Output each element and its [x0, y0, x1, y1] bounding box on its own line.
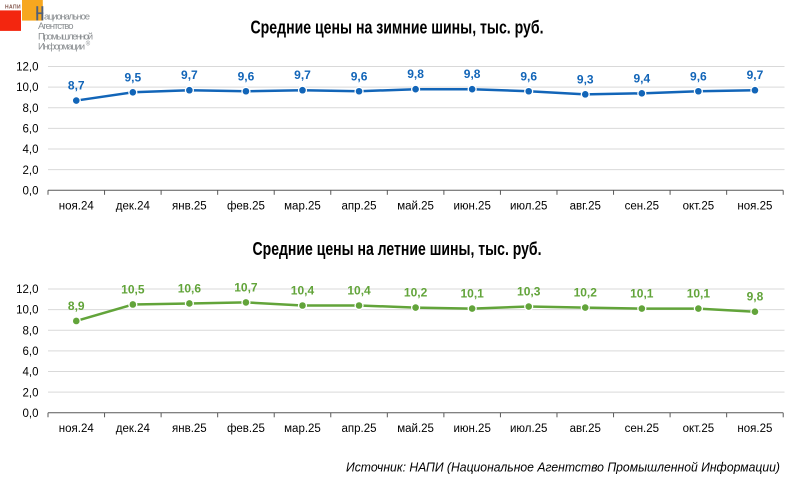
- svg-text:июн.25: июн.25: [453, 201, 490, 213]
- svg-text:дек.24: дек.24: [116, 201, 151, 213]
- svg-text:янв.25: янв.25: [172, 201, 207, 213]
- svg-text:апр.25: апр.25: [342, 201, 377, 213]
- svg-text:авг.25: авг.25: [570, 201, 601, 213]
- svg-text:10,4: 10,4: [291, 284, 315, 298]
- svg-text:9,7: 9,7: [747, 68, 764, 82]
- svg-text:6,0: 6,0: [23, 124, 39, 136]
- svg-text:9,6: 9,6: [690, 69, 707, 83]
- svg-text:Средние цены на зимние шины, т: Средние цены на зимние шины, тыс. руб.: [251, 17, 544, 37]
- svg-text:10,3: 10,3: [517, 285, 541, 299]
- svg-text:9,6: 9,6: [351, 69, 368, 83]
- svg-text:окт.25: окт.25: [683, 201, 715, 213]
- svg-text:мар.25: мар.25: [284, 201, 321, 213]
- svg-text:ациональное: ациональное: [44, 12, 90, 23]
- svg-text:9,8: 9,8: [407, 67, 424, 81]
- svg-text:9,8: 9,8: [464, 67, 481, 81]
- svg-text:Источник: НАПИ (Национальное А: Источник: НАПИ (Национальное Агентство П…: [346, 460, 780, 475]
- svg-text:май.25: май.25: [397, 201, 434, 213]
- svg-text:апр.25: апр.25: [342, 423, 377, 435]
- svg-text:окт.25: окт.25: [683, 423, 715, 435]
- svg-text:ноя.24: ноя.24: [59, 423, 95, 435]
- svg-text:10,7: 10,7: [234, 280, 258, 294]
- svg-text:ноя.25: ноя.25: [737, 423, 772, 435]
- svg-text:10,0: 10,0: [16, 305, 38, 317]
- svg-text:8,7: 8,7: [68, 79, 85, 93]
- svg-text:8,9: 8,9: [68, 299, 85, 313]
- svg-text:12,0: 12,0: [16, 62, 38, 74]
- svg-text:10,0: 10,0: [16, 82, 38, 94]
- svg-text:май.25: май.25: [397, 423, 434, 435]
- svg-text:10,1: 10,1: [630, 287, 654, 301]
- svg-text:Средние цены на летние шины, т: Средние цены на летние шины, тыс. руб.: [253, 239, 542, 259]
- svg-text:9,4: 9,4: [633, 71, 650, 85]
- svg-text:сен.25: сен.25: [625, 201, 659, 213]
- svg-text:8,0: 8,0: [23, 325, 39, 337]
- svg-text:авг.25: авг.25: [570, 423, 601, 435]
- svg-text:ноя.25: ноя.25: [737, 201, 772, 213]
- svg-text:12,0: 12,0: [16, 284, 38, 296]
- svg-text:9,8: 9,8: [747, 290, 764, 304]
- svg-text:фев.25: фев.25: [227, 201, 265, 213]
- svg-text:10,1: 10,1: [687, 287, 711, 301]
- svg-text:0,0: 0,0: [23, 408, 39, 420]
- svg-text:ноя.24: ноя.24: [59, 201, 95, 213]
- svg-text:10,1: 10,1: [460, 287, 484, 301]
- svg-text:фев.25: фев.25: [227, 423, 265, 435]
- svg-text:8,0: 8,0: [23, 103, 39, 115]
- svg-text:июл.25: июл.25: [510, 201, 548, 213]
- svg-text:10,5: 10,5: [121, 282, 145, 296]
- svg-text:июн.25: июн.25: [453, 423, 490, 435]
- svg-text:®: ®: [86, 41, 91, 48]
- svg-text:2,0: 2,0: [23, 387, 39, 399]
- svg-text:10,4: 10,4: [347, 284, 371, 298]
- svg-text:Агентство: Агентство: [38, 21, 74, 32]
- svg-text:9,3: 9,3: [577, 72, 594, 86]
- svg-text:10,2: 10,2: [574, 286, 598, 300]
- svg-text:Информации: Информации: [38, 42, 85, 53]
- svg-text:10,6: 10,6: [178, 281, 202, 295]
- svg-text:4,0: 4,0: [23, 367, 39, 379]
- svg-text:4,0: 4,0: [23, 144, 39, 156]
- svg-text:сен.25: сен.25: [625, 423, 659, 435]
- svg-text:янв.25: янв.25: [172, 423, 207, 435]
- svg-text:НАПИ: НАПИ: [5, 5, 21, 11]
- svg-text:2,0: 2,0: [23, 165, 39, 177]
- svg-text:9,6: 9,6: [520, 69, 537, 83]
- svg-text:6,0: 6,0: [23, 346, 39, 358]
- svg-text:9,6: 9,6: [238, 69, 255, 83]
- svg-text:дек.24: дек.24: [116, 423, 151, 435]
- svg-text:Промышленной: Промышленной: [38, 32, 93, 43]
- svg-text:10,2: 10,2: [404, 286, 428, 300]
- svg-text:9,7: 9,7: [294, 68, 311, 82]
- svg-text:июл.25: июл.25: [510, 423, 548, 435]
- svg-text:9,7: 9,7: [181, 68, 198, 82]
- svg-text:0,0: 0,0: [23, 185, 39, 197]
- svg-text:мар.25: мар.25: [284, 423, 321, 435]
- svg-text:9,5: 9,5: [124, 70, 141, 84]
